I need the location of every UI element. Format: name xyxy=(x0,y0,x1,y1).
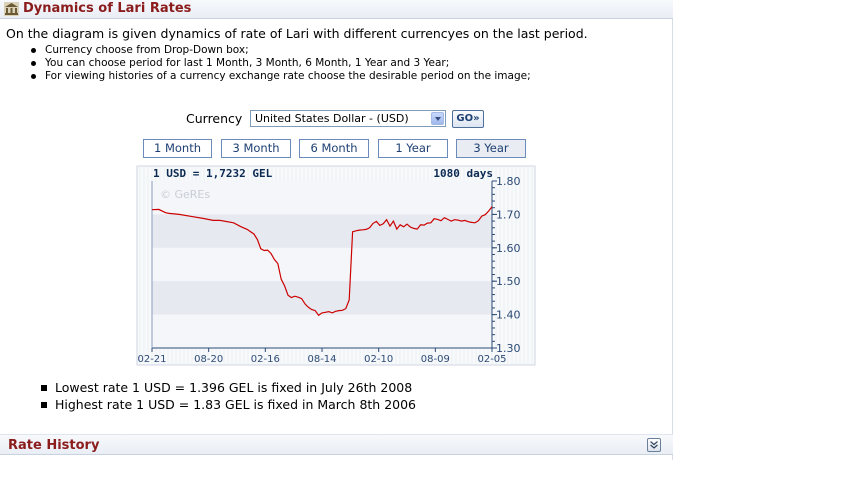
period-button-6-month[interactable]: 6 Month xyxy=(299,139,369,158)
period-button-3-year[interactable]: 3 Year xyxy=(456,139,526,158)
panel-header: Dynamics of Lari Rates xyxy=(0,0,673,19)
plot-area xyxy=(152,181,492,348)
y-tick-label: 1.40 xyxy=(496,309,521,322)
x-tick-label: 02-10 xyxy=(364,354,393,365)
rate-summary-list: Lowest rate 1 USD = 1.396 GEL is fixed i… xyxy=(40,380,416,413)
x-tick-label: 08-09 xyxy=(421,354,450,365)
currency-select-value: United States Dollar - (USD) xyxy=(255,112,409,125)
bank-icon xyxy=(4,2,19,16)
instruction-item: Currency choose from Drop-Down box; xyxy=(30,44,531,57)
currency-label: Currency xyxy=(186,111,243,126)
y-tick-label: 1.30 xyxy=(496,342,521,355)
period-button-3-month[interactable]: 3 Month xyxy=(221,139,291,158)
rate-chart[interactable]: 1.80 1.70 1.60 1.50 1.40 1.30 02-21 08-20 02-16 0… xyxy=(0,0,673,370)
highest-rate-text: Highest rate 1 USD = 1.83 GEL is fixed i… xyxy=(40,397,416,414)
x-tick-label: 02-05 xyxy=(477,354,506,365)
y-tick-label: 1.80 xyxy=(496,175,521,188)
y-tick-label: 1.50 xyxy=(496,275,521,288)
x-tick-label: 08-14 xyxy=(307,354,336,365)
go-button[interactable]: GO» xyxy=(452,110,484,128)
panel-title: Dynamics of Lari Rates xyxy=(23,1,192,16)
series-line xyxy=(151,206,493,317)
rate-history-header[interactable]: Rate History xyxy=(0,434,673,455)
y-tick-label: 1.60 xyxy=(496,242,521,255)
chart-title: 1 USD = 1,7232 GEL xyxy=(153,167,273,180)
chart-band xyxy=(152,214,492,248)
intro-text: On the diagram is given dynamics of rate… xyxy=(6,26,588,41)
x-tick-label: 02-16 xyxy=(251,354,280,365)
y-tick-label: 1.70 xyxy=(496,208,521,221)
rate-history-title: Rate History xyxy=(8,438,100,453)
instructions-list: Currency choose from Drop-Down box; You … xyxy=(30,44,531,84)
chart-watermark: © GeREs xyxy=(160,188,210,201)
currency-select[interactable]: United States Dollar - (USD) xyxy=(250,110,446,127)
x-tick-label: 08-20 xyxy=(194,354,223,365)
lari-rates-panel: Dynamics of Lari Rates On the diagram is… xyxy=(0,0,673,460)
instruction-item: You can choose period for last 1 Month, … xyxy=(30,57,531,70)
lowest-rate-text: Lowest rate 1 USD = 1.396 GEL is fixed i… xyxy=(40,380,416,397)
x-tick-label: 02-21 xyxy=(137,354,166,365)
chart-subtitle: 1080 days xyxy=(433,167,493,180)
period-button-1-year[interactable]: 1 Year xyxy=(378,139,448,158)
chevron-down-icon[interactable] xyxy=(431,112,444,125)
instruction-item: For viewing histories of a currency exch… xyxy=(30,70,531,83)
expand-icon[interactable] xyxy=(647,438,661,452)
chart-band xyxy=(152,281,492,315)
period-button-1-month[interactable]: 1 Month xyxy=(143,139,212,158)
